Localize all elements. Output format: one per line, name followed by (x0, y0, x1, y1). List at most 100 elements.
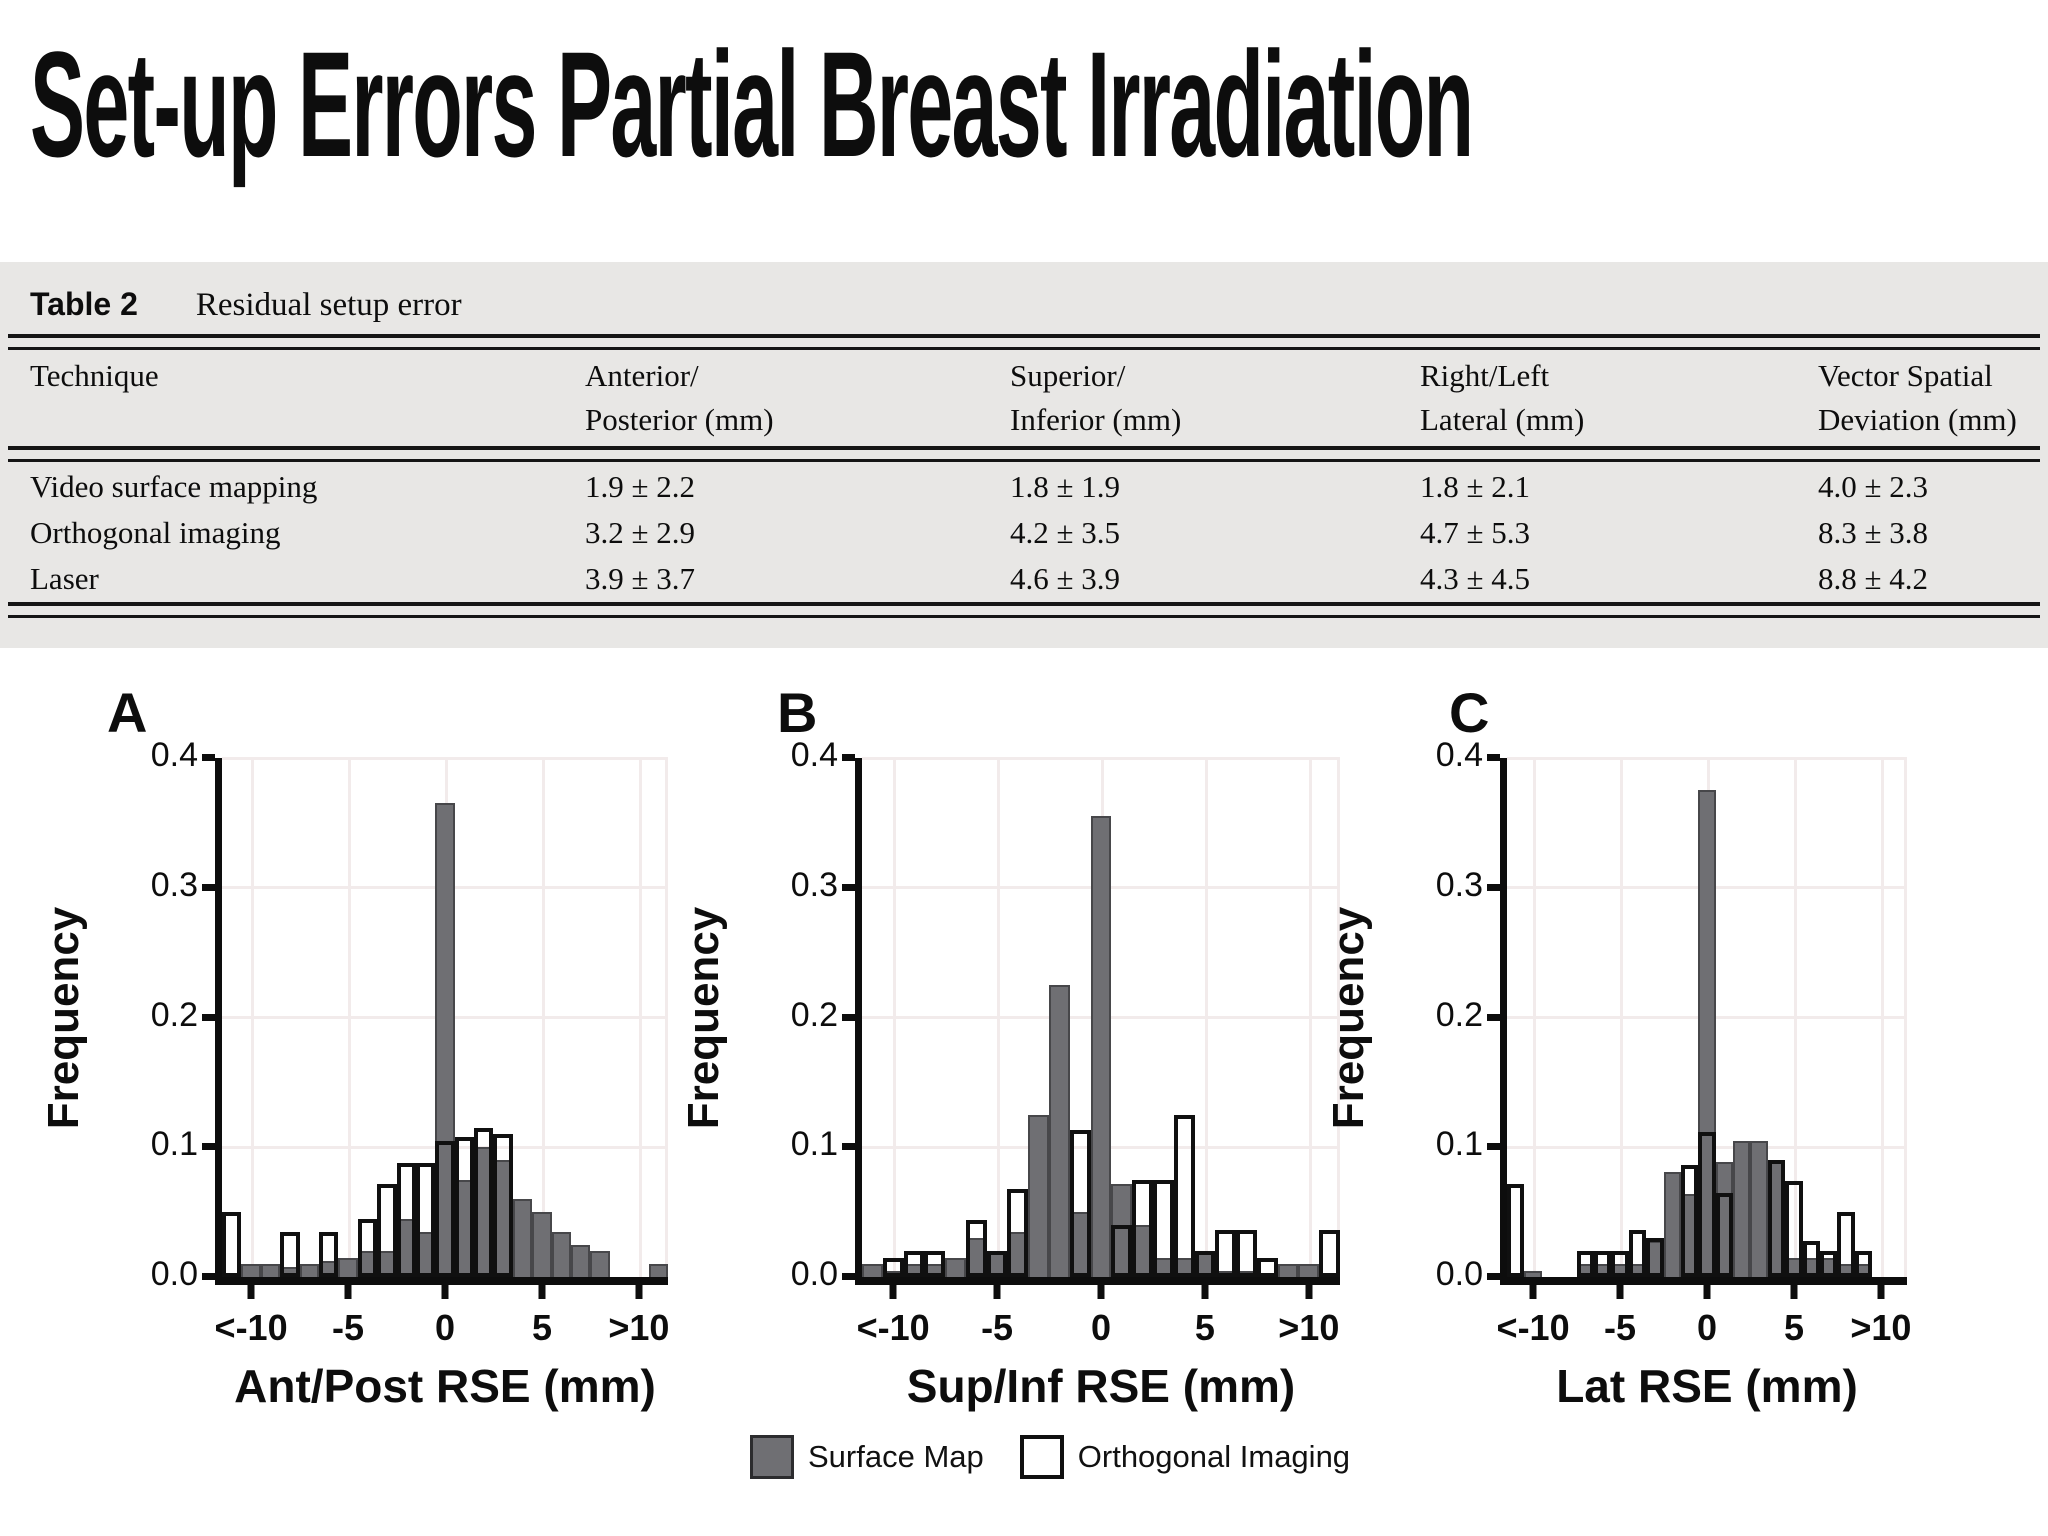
y-axis-tick (1487, 1143, 1500, 1151)
y-axis-title: Frequency (1324, 906, 1373, 1129)
histogram-bar-orthogonal-imaging (1802, 1240, 1821, 1277)
x-axis-tick (344, 1277, 352, 1299)
y-axis-tick (202, 883, 215, 891)
histogram-bar-surface-map (571, 1244, 591, 1277)
x-tick-label: >10 (1850, 1307, 1912, 1348)
histogram-bar-orthogonal-imaging (903, 1251, 925, 1277)
histogram-bar-surface-map (1028, 1114, 1050, 1277)
legend-item-orthogonal-imaging: Orthogonal Imaging (1019, 1435, 1351, 1479)
histogram-bar-orthogonal-imaging (1007, 1188, 1029, 1277)
histogram-bar-orthogonal-imaging (1173, 1114, 1195, 1277)
x-tick-label: >10 (608, 1307, 670, 1348)
x-tick-label: <-10 (1496, 1307, 1570, 1348)
orthogonal-imaging-label: Orthogonal Imaging (1077, 1439, 1351, 1474)
histogram-bar-surface-map (532, 1212, 552, 1277)
histogram-bar-orthogonal-imaging (357, 1218, 378, 1277)
table-cell: 4.7 ± 5.3 (1420, 515, 1531, 550)
histogram-bar-surface-map (435, 803, 455, 1277)
y-tick-label: 0.3 (790, 865, 838, 904)
page-title-text: Set-up Errors Partial Breast Irradiation (30, 20, 1474, 189)
histogram-ant-post: <-10 -5 0 5 >10 0.0 0.1 0.2 0.3 0.4 Ant/Post RSE (… (39, 681, 669, 1412)
y-tick-label: 0.4 (150, 736, 198, 774)
gridline-vertical (1337, 758, 1340, 1277)
x-tick-label: -5 (981, 1307, 1014, 1348)
gridline-vertical (1533, 758, 1537, 1277)
histogram-bar-surface-map (299, 1264, 319, 1277)
histogram-bar-orthogonal-imaging (1854, 1251, 1873, 1277)
x-axis-tick (1703, 1277, 1711, 1299)
histogram-bar-orthogonal-imaging (1111, 1225, 1133, 1277)
histogram-bar-surface-map (1750, 1140, 1768, 1277)
x-tick-label: -5 (332, 1307, 365, 1348)
gridline-vertical (997, 758, 1001, 1277)
x-axis-tick (1097, 1277, 1105, 1299)
histogram-bar-orthogonal-imaging (1680, 1165, 1699, 1277)
y-axis-tick (842, 1013, 855, 1021)
histogram-bar-surface-map (945, 1257, 966, 1277)
histogram-bar-surface-map (260, 1264, 281, 1277)
gridline-vertical (1793, 758, 1797, 1277)
histogram-bar-surface-map (338, 1257, 358, 1277)
panel-letter: B (777, 681, 818, 744)
table-cell: 4.2 ± 3.5 (1010, 515, 1121, 550)
histogram-sup-inf: <-10 -5 0 5 >10 0.0 0.1 0.2 0.3 0.4 Sup/Inf RSE (m… (679, 681, 1340, 1412)
y-tick-label: 0.1 (150, 1125, 198, 1164)
x-tick-label: 5 (1194, 1307, 1215, 1348)
y-axis-tick (202, 1013, 215, 1021)
histogram-bar-orthogonal-imaging (1194, 1251, 1216, 1277)
histogram-bar-surface-map (1733, 1140, 1751, 1277)
x-tick-label: 0 (1090, 1307, 1112, 1348)
table-rule-mid (8, 446, 2040, 462)
histogram-bar-orthogonal-imaging (986, 1251, 1008, 1277)
column-header-sup-inf: Superior/ Inferior (mm) (1010, 358, 1182, 437)
y-tick-label: 0.2 (150, 995, 198, 1034)
y-axis-tick (1487, 883, 1500, 891)
histogram-bar-orthogonal-imaging (1628, 1230, 1647, 1277)
x-axis-tick (1616, 1277, 1624, 1299)
histogram-bar-orthogonal-imaging (882, 1257, 904, 1277)
surface-map-swatch-icon (750, 1435, 794, 1479)
orthogonal-imaging-swatch-icon (1019, 1435, 1064, 1479)
y-axis-tick (202, 1273, 215, 1280)
gridline-vertical (1620, 758, 1624, 1277)
x-axis-tick (1529, 1277, 1537, 1299)
histogram-bar-orthogonal-imaging (1646, 1238, 1664, 1277)
histogram-bar-orthogonal-imaging (493, 1134, 513, 1277)
histogram-bar-orthogonal-imaging (1215, 1230, 1237, 1277)
gridline-vertical (638, 758, 642, 1277)
histogram-bar-surface-map (1298, 1264, 1320, 1277)
x-tick-label: 5 (531, 1307, 552, 1348)
gridline-vertical (893, 758, 897, 1277)
histogram-bar-orthogonal-imaging (280, 1231, 300, 1277)
x-tick-label: 5 (1783, 1307, 1804, 1348)
histogram-bar-surface-map (1698, 790, 1716, 1277)
histogram-bar-orthogonal-imaging (1837, 1212, 1855, 1277)
histogram-bar-surface-map (1524, 1270, 1542, 1277)
histogram-bar-surface-map (512, 1199, 533, 1277)
y-axis-title: Frequency (679, 906, 728, 1129)
gridline-vertical (665, 758, 668, 1277)
y-tick-label: 0.3 (1435, 865, 1483, 904)
histogram-bar-orthogonal-imaging (1236, 1230, 1257, 1277)
gridline-vertical (1880, 758, 1884, 1277)
histogram-bar-orthogonal-imaging (318, 1231, 339, 1277)
page-title: Set-up Errors Partial Breast Irradiation (30, 29, 2048, 220)
chart-legend: Surface Map Orthogonal Imaging (750, 1435, 1350, 1479)
table-cell: Video surface mapping (30, 469, 318, 504)
table-header-row: Technique Anterior/ Posterior (mm) Super… (0, 354, 2048, 442)
x-tick-label: <-10 (214, 1307, 288, 1348)
gridline-vertical (1904, 758, 1907, 1277)
x-axis-tick (441, 1277, 449, 1299)
column-header-ant-post: Anterior/ Posterior (mm) (585, 358, 774, 437)
gridline-vertical (251, 758, 255, 1277)
y-tick-label: 0.4 (790, 736, 838, 774)
y-axis-tick (842, 1143, 855, 1151)
histogram-bar-orthogonal-imaging (435, 1140, 455, 1277)
histogram-bar-orthogonal-imaging (1132, 1179, 1153, 1277)
x-tick-label: -5 (1604, 1307, 1637, 1348)
surface-map-label: Surface Map (808, 1439, 984, 1474)
histogram-bar-orthogonal-imaging (1319, 1230, 1340, 1277)
histogram-bar-orthogonal-imaging (1611, 1251, 1629, 1277)
y-axis-tick (1487, 1013, 1500, 1021)
